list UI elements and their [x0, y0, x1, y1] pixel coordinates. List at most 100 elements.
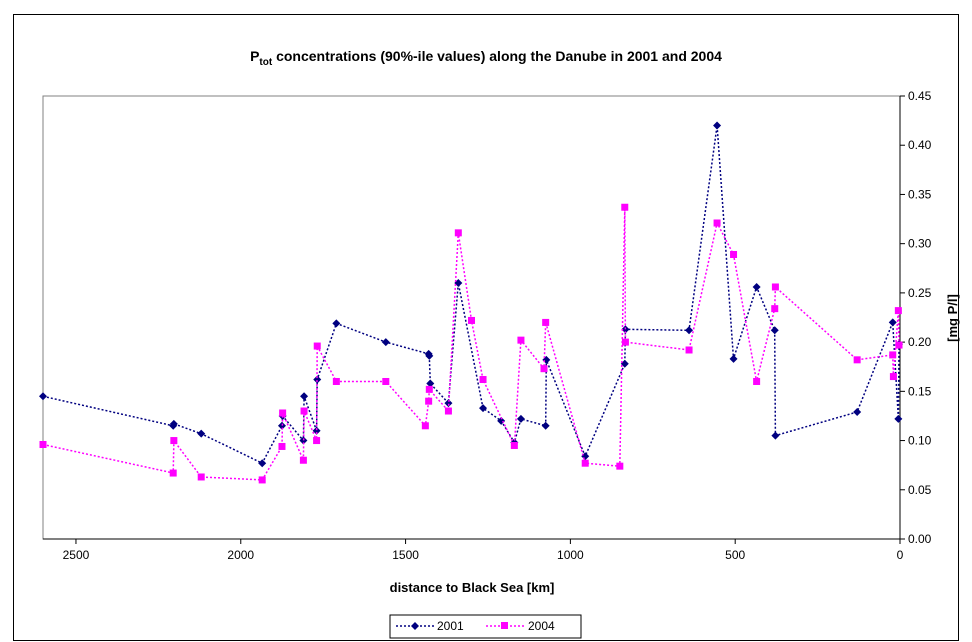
series-2004-point [517, 336, 525, 344]
series-2004-point [895, 341, 903, 349]
y-tick-label: 0.05 [908, 483, 932, 497]
x-axis-title: distance to Black Sea [km] [390, 580, 555, 595]
series-2004-point [313, 342, 321, 350]
series-2004-point [685, 346, 693, 354]
series-2004-point [425, 397, 433, 405]
series-2004-point [889, 373, 897, 381]
x-tick-label: 2500 [63, 548, 90, 562]
series-2004-point [542, 318, 550, 326]
x-tick-label: 1500 [392, 548, 419, 562]
series-2001-point [299, 436, 308, 445]
y-axis-title: [mg P/l] [945, 294, 960, 342]
legend-2004-marker [501, 622, 508, 629]
series-2004-point [278, 442, 286, 450]
series-2001-point [771, 431, 780, 440]
y-tick-label: 0.25 [908, 286, 932, 300]
series-2001-point [312, 426, 321, 435]
series-2004-point [621, 203, 629, 211]
series-2001-point [894, 414, 903, 423]
series-2001-point [425, 351, 434, 360]
series-2004-point [889, 351, 897, 359]
series-2004-point [753, 377, 761, 385]
series-2001-point [169, 419, 178, 428]
series-2001-point [516, 414, 525, 423]
legend-box [389, 614, 582, 639]
x-tick-label: 2000 [227, 548, 254, 562]
chart-title-rest: concentrations (90%-ile values) along th… [272, 48, 722, 64]
x-axis-ticks: 2500 2000 1500 1000 500 0 [63, 539, 904, 562]
series-2001-point [713, 121, 722, 130]
series-2004-line [42, 207, 900, 481]
series-2004-point [894, 307, 902, 315]
y-tick-label: 0.15 [908, 384, 932, 398]
series-2004-point [771, 283, 779, 291]
y-tick-label: 0.45 [908, 89, 932, 103]
x-tick-label: 500 [725, 548, 745, 562]
series-2004-point [300, 407, 308, 415]
x-tick-label: 0 [897, 548, 904, 562]
series-2001-point [770, 326, 779, 335]
series-2001-point [197, 429, 206, 438]
legend-2001-marker [411, 622, 419, 630]
chart-title-subscript: tot [259, 57, 272, 68]
y-tick-label: 0.10 [908, 434, 932, 448]
series-2001-point [313, 375, 322, 384]
series-2001-point [39, 392, 47, 401]
series-2004-point [279, 409, 287, 417]
series-2004-point [540, 365, 548, 373]
y-tick-label: 0.00 [908, 532, 932, 546]
series-2001-point [620, 359, 629, 368]
chart-title-main: P [250, 48, 259, 64]
y-axis-ticks: 0.00 0.05 0.10 0.15 0.20 0.25 0.30 0.35 0.40 0.45 [900, 89, 932, 546]
y-tick-label: 0.35 [908, 187, 932, 201]
x-tick-label: 1000 [557, 548, 584, 562]
legend-2001-label: 2001 [437, 619, 464, 633]
series-2004-point [169, 469, 177, 477]
series-2001-point [888, 318, 897, 327]
series-2001-point [853, 408, 862, 417]
series-2004-point [299, 456, 307, 464]
series-2004-point [853, 356, 861, 364]
series-2004-point [313, 437, 321, 445]
series-2004 [39, 203, 903, 484]
series-2004-point [258, 476, 266, 484]
series-2001-point [426, 379, 435, 388]
series-2004-point [621, 338, 629, 346]
series-2001-point [300, 392, 309, 401]
series-2001-point [277, 421, 286, 430]
series-2001-point [729, 354, 738, 363]
series-2004-point [616, 462, 624, 470]
series-2004-point [197, 473, 205, 481]
series-2004-point [39, 440, 47, 448]
series-2004-point [421, 422, 429, 430]
legend: 2001 2004 [389, 614, 582, 639]
series-2004-point [468, 316, 475, 324]
series-2004-point [771, 305, 779, 313]
series-2004-point [581, 459, 589, 467]
series-2001-point [685, 326, 694, 335]
series-2004-point [332, 377, 340, 385]
chart-frame: Ptot concentrations (90%-ile values) alo… [13, 14, 960, 641]
chart-title: Ptot concentrations (90%-ile values) alo… [250, 48, 722, 68]
series-2001-point [541, 421, 550, 430]
legend-2004-label: 2004 [528, 619, 555, 633]
y-tick-label: 0.20 [908, 335, 932, 349]
series-2004-point [170, 437, 178, 445]
series-2004-point [713, 219, 721, 227]
series-2004-point [382, 377, 390, 385]
series-2004-point [510, 441, 518, 449]
series-2001-point [258, 459, 267, 468]
series-2004-point [444, 407, 452, 415]
series-2001-point [479, 404, 488, 413]
series-2004-point [479, 376, 487, 384]
series-2004-point [425, 385, 433, 393]
series-2001-point [444, 399, 453, 408]
series-layer [39, 121, 904, 484]
y-tick-label: 0.30 [908, 237, 932, 251]
series-2001-point [332, 319, 341, 328]
series-2001-point [752, 282, 761, 291]
series-2001-point [381, 338, 390, 347]
series-2004-point [454, 229, 462, 237]
y-tick-label: 0.40 [908, 138, 932, 152]
chart-svg: Ptot concentrations (90%-ile values) alo… [39, 48, 960, 639]
